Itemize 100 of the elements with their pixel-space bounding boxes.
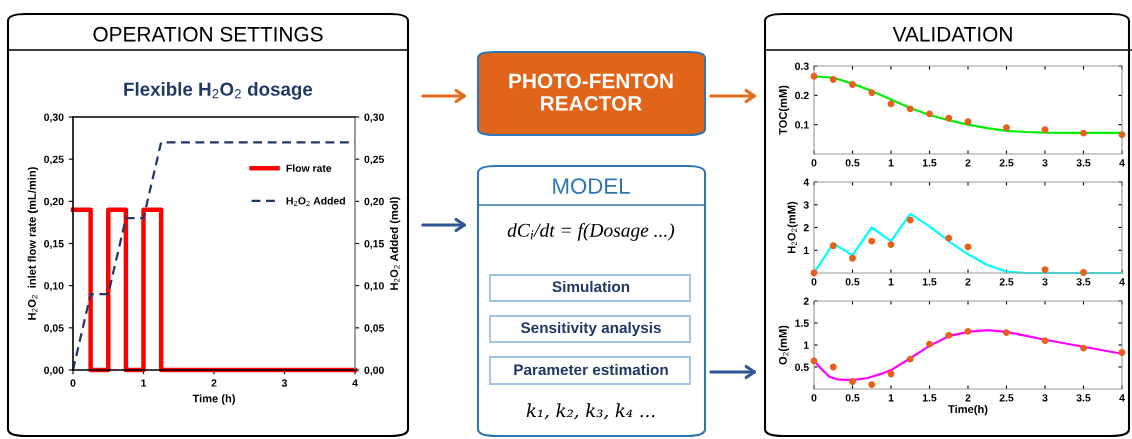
point <box>810 72 818 80</box>
point <box>1041 337 1049 345</box>
point <box>849 254 856 262</box>
point <box>868 89 876 97</box>
point <box>887 241 895 248</box>
y-tick-label: 1 <box>804 341 809 349</box>
text: dC$_{i}$/dt = f(Dosage ...) <box>507 222 675 241</box>
point <box>964 243 972 251</box>
x-tick-label: 1 <box>888 278 894 286</box>
x-axis-title: Time(h) <box>948 404 988 416</box>
point <box>849 378 856 385</box>
text: Sensitivity analysis <box>520 321 661 337</box>
x-tick-label: 3.5 <box>1076 394 1091 402</box>
y-tick-label: 0,30 <box>44 113 64 123</box>
y-tick-label: 4 <box>803 178 810 186</box>
y2-axis-title: H$_{2}$O$_{2}$ Added (mol) <box>389 197 401 290</box>
y-tick-label: 2 <box>803 297 809 305</box>
y-axis-title: TOC(mM) <box>778 85 790 135</box>
point <box>926 110 933 118</box>
y-axis-title: H$_{2}$O$_{2}$(mM) <box>787 201 798 254</box>
chart-title: VALIDATION <box>892 26 1012 42</box>
legend-label: Flow rate <box>286 164 332 172</box>
point <box>810 357 818 365</box>
y-tick-label: 0.5 <box>795 363 809 371</box>
y-tick-label: 0,15 <box>44 240 64 249</box>
x-tick-label: 4 <box>1119 159 1125 167</box>
y2-tick-label: 0,25 <box>364 155 385 165</box>
x-tick-label: 3 <box>1042 159 1048 167</box>
x-tick-label: 3.5 <box>1076 159 1091 167</box>
y-tick-label: 0,10 <box>44 282 64 292</box>
text: k₁, k₂, k₃, k₄ ... <box>526 403 655 420</box>
text: PHOTO-FENTON REACTOR <box>509 73 673 111</box>
y-tick-label: 3 <box>803 201 809 209</box>
x-tick-label: 2.5 <box>999 159 1014 167</box>
x-tick-label: 1 <box>888 159 894 167</box>
y-axis-title: H$_{2}$O$_{2}$ inlet flow rate (mL/min) <box>27 167 39 320</box>
text: MODEL <box>553 178 630 194</box>
point <box>1080 129 1087 137</box>
point <box>945 234 953 242</box>
y-tick-label: 0,05 <box>44 324 64 334</box>
x-tick-label: 2 <box>965 159 971 167</box>
x-tick-label: 1.5 <box>922 159 937 167</box>
y-tick-label: 1.5 <box>795 319 809 327</box>
y-tick-label: 1 <box>804 246 809 255</box>
text: Parameter estimation <box>514 363 668 376</box>
point <box>887 370 895 378</box>
point <box>829 76 837 83</box>
y-axis-title: O$_{2}$(mM) <box>778 325 790 365</box>
legend-label: H$_{2}$O$_{2}$ Added <box>286 196 345 206</box>
x-tick-label: 0.5 <box>845 159 860 167</box>
text: Simulation <box>552 280 630 293</box>
x-tick-label: 2.5 <box>999 278 1014 286</box>
y-tick-label: 0,00 <box>44 366 64 376</box>
x-tick-label: 2.5 <box>999 394 1014 402</box>
x-tick-label: 1.5 <box>922 278 937 286</box>
point <box>829 363 837 371</box>
point <box>906 105 914 113</box>
x-tick-label: 2 <box>965 278 971 286</box>
point <box>1080 344 1087 352</box>
point <box>1041 126 1049 134</box>
x-tick-label: 3 <box>1042 394 1048 402</box>
chart-subtitle: Flexible H$_{2}$O$_{2}$ dosage <box>124 82 313 100</box>
y2-tick-label: 0,20 <box>364 197 384 207</box>
point <box>964 118 972 126</box>
y2-tick-label: 0,15 <box>364 240 385 249</box>
x-axis-title: Time (h) <box>192 394 235 405</box>
x-tick-label: 0 <box>811 159 817 167</box>
y-tick-label: 2 <box>803 224 809 232</box>
point <box>887 100 895 108</box>
point <box>868 237 876 245</box>
y2-tick-label: 0,30 <box>364 113 384 123</box>
y-tick-label: 0.2 <box>795 91 809 100</box>
x-tick-label: 0 <box>811 278 817 286</box>
point <box>926 340 933 348</box>
point <box>1003 329 1010 337</box>
chart-title: OPERATION SETTINGS <box>93 26 323 42</box>
y-tick-label: 0,25 <box>44 155 64 165</box>
point <box>906 355 914 363</box>
y-tick-label: 0.1 <box>795 121 809 129</box>
y2-tick-label: 0,00 <box>364 366 384 376</box>
x-tick-label: 4 <box>352 379 358 387</box>
point <box>1003 124 1010 132</box>
y-tick-label: 0.3 <box>795 62 809 70</box>
x-tick-label: 3 <box>1042 278 1048 286</box>
point <box>945 114 953 122</box>
x-tick-label: 0.5 <box>845 278 860 286</box>
y2-tick-label: 0,05 <box>364 324 385 334</box>
x-tick-label: 4 <box>1119 394 1125 402</box>
point <box>1118 349 1126 356</box>
point <box>1118 131 1126 139</box>
x-tick-label: 3.5 <box>1076 278 1091 286</box>
x-tick-label: 2 <box>965 394 971 402</box>
x-tick-label: 1.5 <box>922 394 937 402</box>
x-tick-label: 3 <box>281 379 288 387</box>
y-tick-label: 0,20 <box>44 197 64 207</box>
x-tick-label: 1 <box>888 394 894 402</box>
x-tick-label: 0.5 <box>845 394 860 402</box>
point <box>849 81 856 88</box>
x-tick-label: 0 <box>70 379 76 387</box>
point <box>829 242 837 250</box>
